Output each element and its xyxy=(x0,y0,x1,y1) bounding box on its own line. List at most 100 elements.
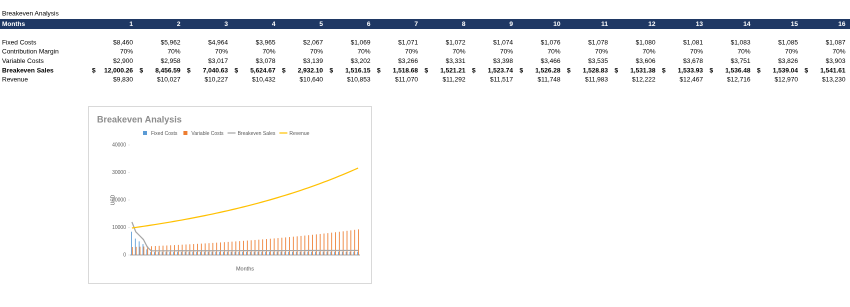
bar xyxy=(131,247,133,255)
cell: $3,331 xyxy=(446,58,466,65)
bar xyxy=(318,251,320,255)
sheet-title: Breakeven Analysis xyxy=(2,11,59,18)
bar xyxy=(203,251,205,255)
row-label: Fixed Costs xyxy=(2,40,37,47)
cell: 70% xyxy=(547,49,560,56)
header-cell: 12 xyxy=(648,21,656,28)
bar xyxy=(230,251,232,255)
cell: $11,983 xyxy=(585,77,608,84)
bar xyxy=(227,241,229,255)
bar xyxy=(226,251,228,255)
bar xyxy=(177,244,179,255)
currency-symbol: $ xyxy=(615,68,619,75)
cell: $1,074 xyxy=(493,40,513,47)
bar xyxy=(312,234,313,255)
cell: $3,139 xyxy=(303,58,323,65)
header-cell: 16 xyxy=(838,21,846,28)
bar xyxy=(280,251,282,255)
bar xyxy=(231,241,233,255)
cell: 70% xyxy=(452,49,465,56)
bar xyxy=(216,242,218,255)
bar xyxy=(257,251,259,255)
cell: 12,000.26 xyxy=(104,68,133,75)
line xyxy=(131,221,359,252)
bar xyxy=(146,249,148,255)
cell: $9,830 xyxy=(113,77,133,84)
header-label: Months xyxy=(2,21,25,28)
cell: $11,070 xyxy=(395,77,418,84)
header-cell: 8 xyxy=(462,21,466,28)
bar xyxy=(292,251,293,255)
cell: $1,072 xyxy=(446,40,466,47)
bar xyxy=(258,239,260,255)
cell: 70% xyxy=(167,49,180,56)
cell: $12,222 xyxy=(632,77,656,84)
bar xyxy=(196,251,198,255)
cell: 70% xyxy=(832,49,845,56)
bar xyxy=(177,252,178,255)
cell: $3,751 xyxy=(731,58,751,65)
bar xyxy=(189,244,191,255)
x-axis-label: Months xyxy=(236,266,254,272)
cell: 70% xyxy=(690,49,703,56)
header-cell: 2 xyxy=(177,21,181,28)
bar xyxy=(138,241,140,255)
bar xyxy=(277,238,279,255)
cell: $1,071 xyxy=(398,40,418,47)
header-cell: 9 xyxy=(509,21,513,28)
cell: $3,678 xyxy=(683,58,703,65)
bar xyxy=(338,231,340,255)
bar xyxy=(197,243,198,255)
row-label: Breakeven Sales xyxy=(2,68,54,75)
bar xyxy=(284,251,286,255)
bar xyxy=(335,232,336,255)
bar xyxy=(200,251,201,255)
cell: $12,970 xyxy=(775,77,799,84)
bar xyxy=(254,239,256,255)
bar xyxy=(147,246,149,255)
cell: $3,266 xyxy=(398,58,418,65)
header-cell: 14 xyxy=(743,21,751,28)
bar xyxy=(184,252,186,255)
cell: $2,958 xyxy=(161,58,181,65)
bar xyxy=(250,240,252,255)
cell: 1,531.38 xyxy=(630,68,656,75)
bar xyxy=(185,244,187,255)
y-tick-label: 10000 xyxy=(112,225,126,231)
bar xyxy=(354,229,356,255)
y-tick-label: 40000 xyxy=(112,142,126,148)
bar xyxy=(238,251,240,255)
bar xyxy=(223,242,225,255)
legend-label: Fixed Costs xyxy=(151,131,178,137)
cell: $11,292 xyxy=(442,77,465,84)
cell: 1,541.61 xyxy=(820,68,846,75)
currency-symbol: $ xyxy=(377,68,381,75)
cell: 70% xyxy=(405,49,418,56)
bar xyxy=(215,251,217,255)
bar xyxy=(242,251,244,255)
header-cell: 5 xyxy=(319,21,323,28)
chart-title: Breakeven Analysis xyxy=(97,114,182,124)
y-tick-label: 20000 xyxy=(112,197,126,203)
cell: $5,962 xyxy=(161,40,181,47)
header-cell: 13 xyxy=(696,21,704,28)
bar xyxy=(341,251,343,255)
bar xyxy=(272,251,274,255)
bar xyxy=(269,238,271,255)
bar xyxy=(299,251,301,255)
row-label: Revenue xyxy=(2,77,28,84)
cell: 1,526.28 xyxy=(535,68,561,75)
bar xyxy=(154,252,155,255)
bar xyxy=(307,251,309,255)
bar xyxy=(353,251,355,255)
header-cell: 1 xyxy=(129,21,133,28)
cell: $3,965 xyxy=(256,40,276,47)
cell: $11,748 xyxy=(537,77,560,84)
cell: $1,087 xyxy=(826,40,846,47)
cell: $1,078 xyxy=(588,40,608,47)
cell: 70% xyxy=(737,49,750,56)
cell: $1,081 xyxy=(683,40,703,47)
bar xyxy=(188,252,190,255)
bar xyxy=(346,230,348,255)
